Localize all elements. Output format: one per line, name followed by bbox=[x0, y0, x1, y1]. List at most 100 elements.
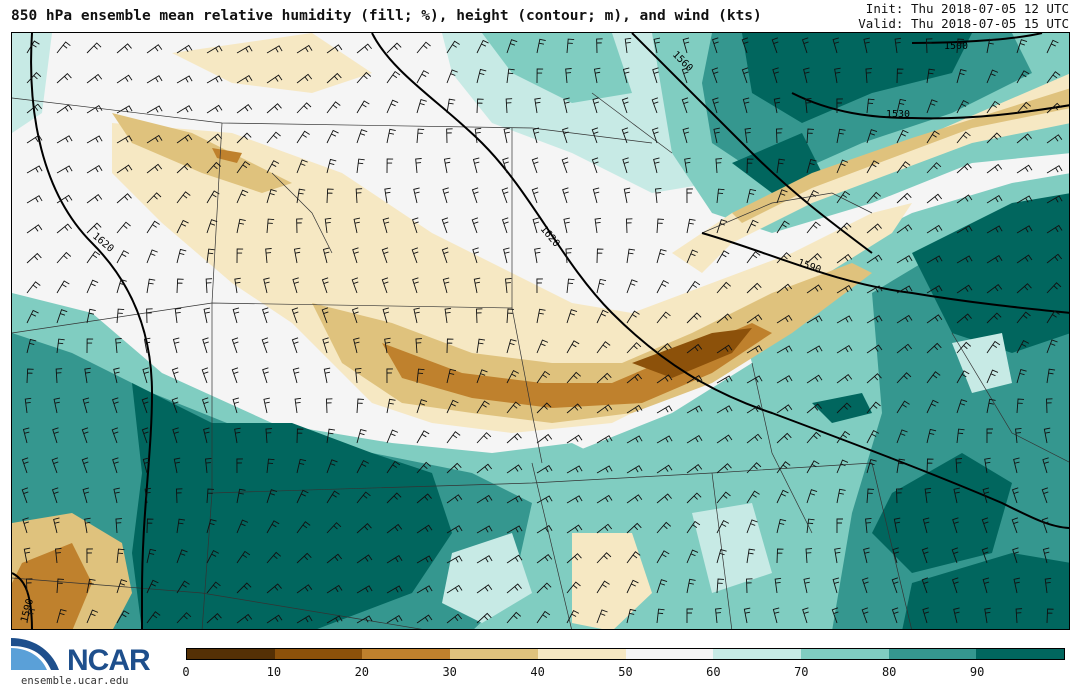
wind-barb bbox=[866, 254, 883, 264]
wind-barb bbox=[441, 217, 449, 234]
dry-streak-nw bbox=[112, 113, 292, 193]
wind-barb bbox=[234, 277, 241, 294]
wind-barb bbox=[686, 578, 696, 594]
wind-barb bbox=[772, 607, 780, 624]
wind-barb bbox=[476, 494, 493, 504]
wind-barb bbox=[416, 614, 433, 624]
wind-barb bbox=[921, 577, 929, 594]
wind-barb bbox=[146, 105, 163, 114]
wind-barb bbox=[1046, 310, 1060, 324]
wind-barb bbox=[506, 369, 519, 384]
wind-barb bbox=[141, 397, 149, 414]
wind-barb bbox=[476, 463, 493, 474]
wind-barb bbox=[591, 127, 599, 144]
wind-barb bbox=[506, 338, 517, 354]
wind-barb bbox=[171, 367, 179, 384]
wind-barb bbox=[716, 375, 733, 384]
wind-barb bbox=[56, 309, 68, 324]
wind-barb bbox=[986, 225, 1003, 234]
colorbar-tick-label: 70 bbox=[794, 665, 809, 679]
wind-barb bbox=[626, 494, 643, 504]
wind-barb bbox=[1042, 547, 1050, 564]
wind-barb bbox=[716, 520, 730, 534]
wind-barb bbox=[266, 103, 282, 114]
wind-barb bbox=[56, 135, 73, 144]
wind-barb bbox=[866, 129, 878, 144]
wind-barb bbox=[321, 307, 329, 324]
wind-barb bbox=[626, 435, 643, 444]
dry-band-driest bbox=[632, 328, 752, 378]
wind-barb bbox=[506, 464, 523, 474]
wind-barb bbox=[532, 217, 540, 234]
wind-barb bbox=[446, 368, 457, 384]
wind-barb bbox=[352, 247, 359, 264]
wind-barb bbox=[653, 37, 661, 54]
wind-barb bbox=[896, 255, 913, 264]
wind-barb bbox=[51, 457, 59, 474]
wind-barb bbox=[296, 615, 313, 624]
wind-barb bbox=[413, 187, 420, 204]
colorbar-tick-label: 80 bbox=[881, 665, 897, 679]
wind-barb bbox=[296, 188, 306, 204]
wind-barb bbox=[236, 75, 253, 84]
wind-barb bbox=[922, 517, 930, 534]
wind-barb bbox=[384, 337, 391, 354]
wind-barb bbox=[746, 188, 757, 204]
wind-barb bbox=[563, 217, 570, 234]
wind-barb bbox=[146, 163, 163, 174]
wind-barb bbox=[806, 284, 823, 294]
wind-barb bbox=[744, 127, 752, 144]
wind-barb bbox=[206, 133, 222, 144]
wind-barb bbox=[176, 134, 193, 144]
wind-barb bbox=[206, 613, 222, 624]
wind-barb bbox=[53, 397, 61, 414]
wind-barb bbox=[896, 314, 913, 324]
wind-barb bbox=[536, 610, 551, 624]
wind-barb bbox=[476, 525, 493, 534]
wind-barb bbox=[441, 247, 449, 264]
wind-barb bbox=[1046, 608, 1054, 624]
colorbar-segment bbox=[537, 649, 626, 659]
wind-barb bbox=[716, 250, 730, 264]
wind-barb bbox=[386, 492, 402, 504]
wind-barb bbox=[446, 613, 463, 624]
wind-barb bbox=[176, 580, 190, 594]
wind-barb bbox=[836, 430, 851, 444]
wind-barb bbox=[56, 165, 73, 174]
wind-barb bbox=[386, 585, 403, 594]
wind-barb bbox=[446, 128, 453, 144]
wind-barb bbox=[1046, 368, 1056, 384]
contour-label: 1500 bbox=[944, 41, 968, 52]
wind-barb bbox=[926, 371, 941, 384]
wind-barb bbox=[926, 458, 934, 474]
wind-barb bbox=[236, 189, 249, 204]
dry-pocket-south-2 bbox=[692, 503, 772, 593]
wind-barb bbox=[716, 491, 731, 504]
wind-barb bbox=[386, 523, 403, 534]
height-contours bbox=[12, 33, 1069, 629]
wind-barb bbox=[111, 427, 119, 444]
wind-barb bbox=[231, 337, 239, 354]
wind-barb bbox=[806, 374, 823, 384]
wind-barb bbox=[746, 282, 762, 294]
wind-barb bbox=[986, 340, 1001, 354]
wind-barb bbox=[231, 367, 239, 384]
wind-barb bbox=[292, 367, 300, 384]
wind-barb bbox=[26, 72, 42, 84]
wind-barb bbox=[565, 248, 572, 264]
wind-barb bbox=[772, 67, 779, 84]
wind-barb bbox=[296, 428, 304, 444]
wind-barb bbox=[566, 495, 583, 504]
wind-barb bbox=[925, 38, 933, 54]
wind-barb bbox=[926, 255, 943, 264]
wind-barb bbox=[566, 371, 581, 384]
wind-barb bbox=[1015, 608, 1023, 624]
wind-barb bbox=[866, 98, 875, 114]
wind-barb bbox=[896, 129, 909, 144]
wind-barb bbox=[442, 277, 450, 294]
wind-barb bbox=[356, 491, 371, 504]
wind-barb bbox=[412, 217, 419, 234]
colorbar-segment bbox=[274, 649, 363, 659]
wind-barb bbox=[115, 338, 122, 354]
wind-barb bbox=[804, 97, 812, 114]
